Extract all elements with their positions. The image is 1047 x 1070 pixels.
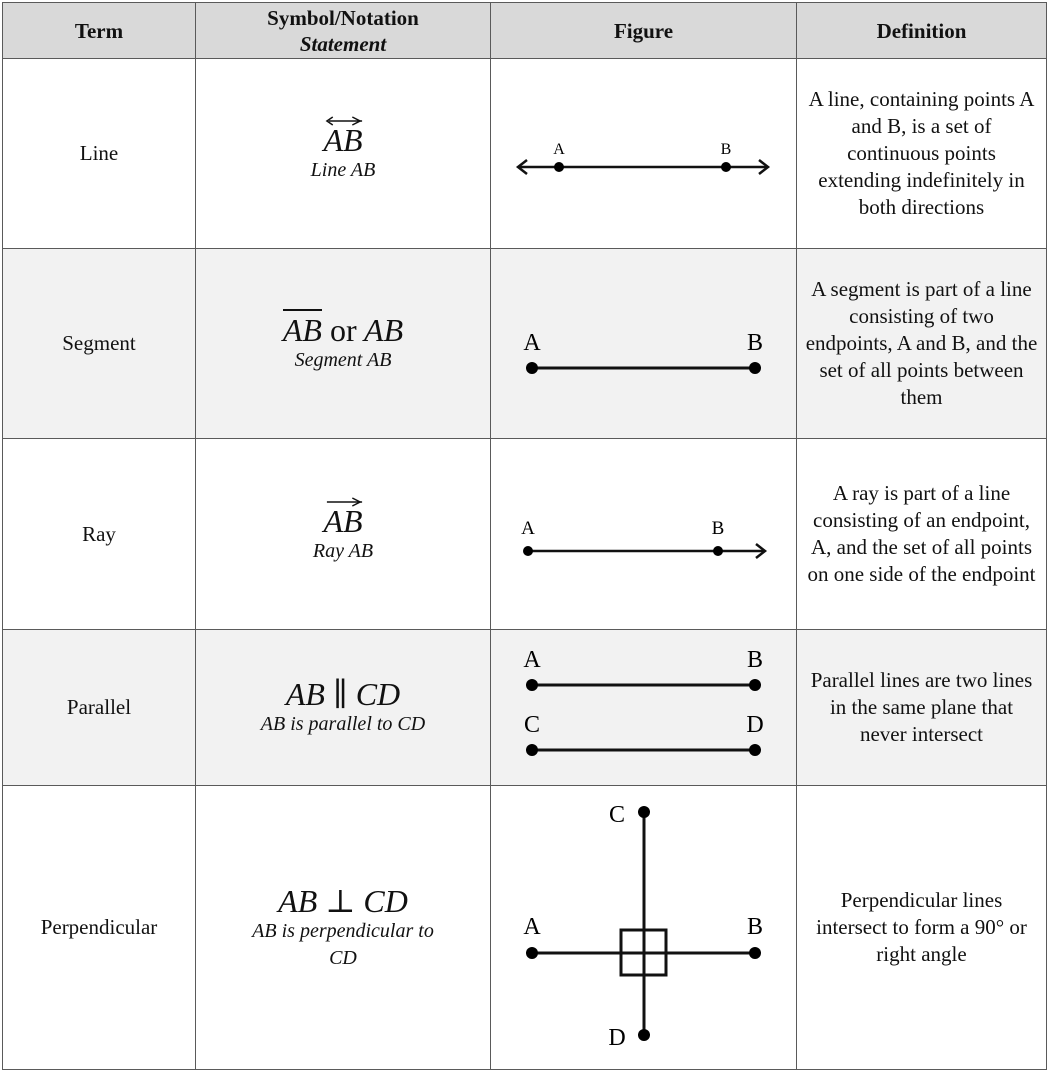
figure-cell: A B	[490, 248, 797, 439]
header-statement-label: Statement	[299, 31, 387, 56]
definition-cell: A segment is part of a line consisting o…	[796, 248, 1047, 439]
parallel-figure: A B C D	[523, 647, 764, 756]
header-row: Term Symbol/Notation Statement Figure Def…	[2, 2, 1047, 59]
perpendicular-symbol: AB ⊥ CD	[278, 882, 408, 919]
point-label-b: B	[721, 141, 732, 158]
point-label-c: C	[524, 712, 540, 738]
segment-length-symbol: AB	[364, 312, 404, 348]
line-symbol: AB	[323, 116, 363, 157]
statement: AB is perpendicular to CD	[252, 919, 434, 969]
point-label-a: A	[523, 330, 541, 356]
symbol-or: or	[329, 312, 357, 348]
table-row-parallel: Parallel AB ∥ CD AB is parallel to CD A …	[2, 629, 1047, 786]
point-label-d: D	[608, 1025, 625, 1051]
point-label-b: B	[747, 647, 763, 673]
definition-cell: A ray is part of a line consisting of an…	[796, 438, 1047, 630]
ray-figure: A B	[521, 518, 768, 559]
point-label-a: A	[521, 518, 535, 539]
segment-figure: A B	[523, 330, 763, 374]
figure-cell: A B	[490, 438, 797, 630]
point-label-a: A	[553, 141, 565, 158]
table-row-perpendicular: Perpendicular AB ⊥ CD AB is perpendicula…	[2, 785, 1047, 1070]
ray-symbol: AB	[323, 496, 363, 538]
table-row-ray: Ray AB Ray AB A B A ray is part of a lin…	[2, 438, 1047, 630]
table-row-segment: Segment AB or AB Segment AB A B A segmen…	[2, 248, 1047, 439]
definition-cell: Parallel lines are two lines in the same…	[796, 629, 1047, 786]
header-symbol: Symbol/Notation Statement	[195, 2, 491, 59]
line-figure: A B	[515, 141, 771, 175]
point-label-b: B	[712, 518, 725, 539]
figure-cell: A B C D	[490, 785, 797, 1070]
definition-cell: A line, containing points A and B, is a …	[796, 58, 1047, 249]
point-label-d: D	[746, 712, 763, 738]
symbol-cell: AB Ray AB	[195, 438, 491, 630]
point-label-a: A	[523, 914, 541, 940]
term-cell: Ray	[2, 438, 196, 630]
point-label-b: B	[747, 330, 763, 356]
double-arrow-icon	[326, 116, 363, 126]
ray-arrow-icon	[327, 496, 363, 507]
right-angle-marker	[619, 928, 668, 977]
segment-symbol: AB	[282, 309, 322, 348]
symbol-cell: AB Line AB	[195, 58, 491, 249]
statement: Line AB	[310, 159, 376, 181]
symbol-cell: AB ⊥ CD AB is perpendicular to CD	[195, 785, 491, 1070]
point-label-a: A	[523, 647, 541, 673]
symbol-cell: AB ∥ CD AB is parallel to CD	[195, 629, 491, 786]
figure-cell: A B C D	[490, 629, 797, 786]
statement: Segment AB	[294, 349, 392, 371]
point-label-b: B	[747, 914, 763, 940]
term-cell: Perpendicular	[2, 785, 196, 1070]
symbol-cell: AB or AB Segment AB	[195, 248, 491, 439]
perpendicular-figure: A B C D	[523, 802, 763, 1051]
table-row-line: Line AB Line AB A B A line, containing p…	[2, 58, 1047, 249]
definition-cell: Perpendicular lines intersect to form a …	[796, 785, 1047, 1070]
header-definition: Definition	[796, 2, 1047, 59]
parallel-symbol: AB ∥ CD	[285, 676, 401, 712]
header-symbol-label: Symbol/Notation	[267, 5, 419, 30]
term-cell: Parallel	[2, 629, 196, 786]
statement: Ray AB	[312, 539, 374, 562]
header-figure: Figure	[490, 2, 797, 59]
statement: AB is parallel to CD	[260, 713, 426, 735]
term-cell: Segment	[2, 248, 196, 439]
header-term: Term	[2, 2, 196, 59]
term-cell: Line	[2, 58, 196, 249]
figure-cell: A B	[490, 58, 797, 249]
point-label-c: C	[609, 802, 625, 828]
